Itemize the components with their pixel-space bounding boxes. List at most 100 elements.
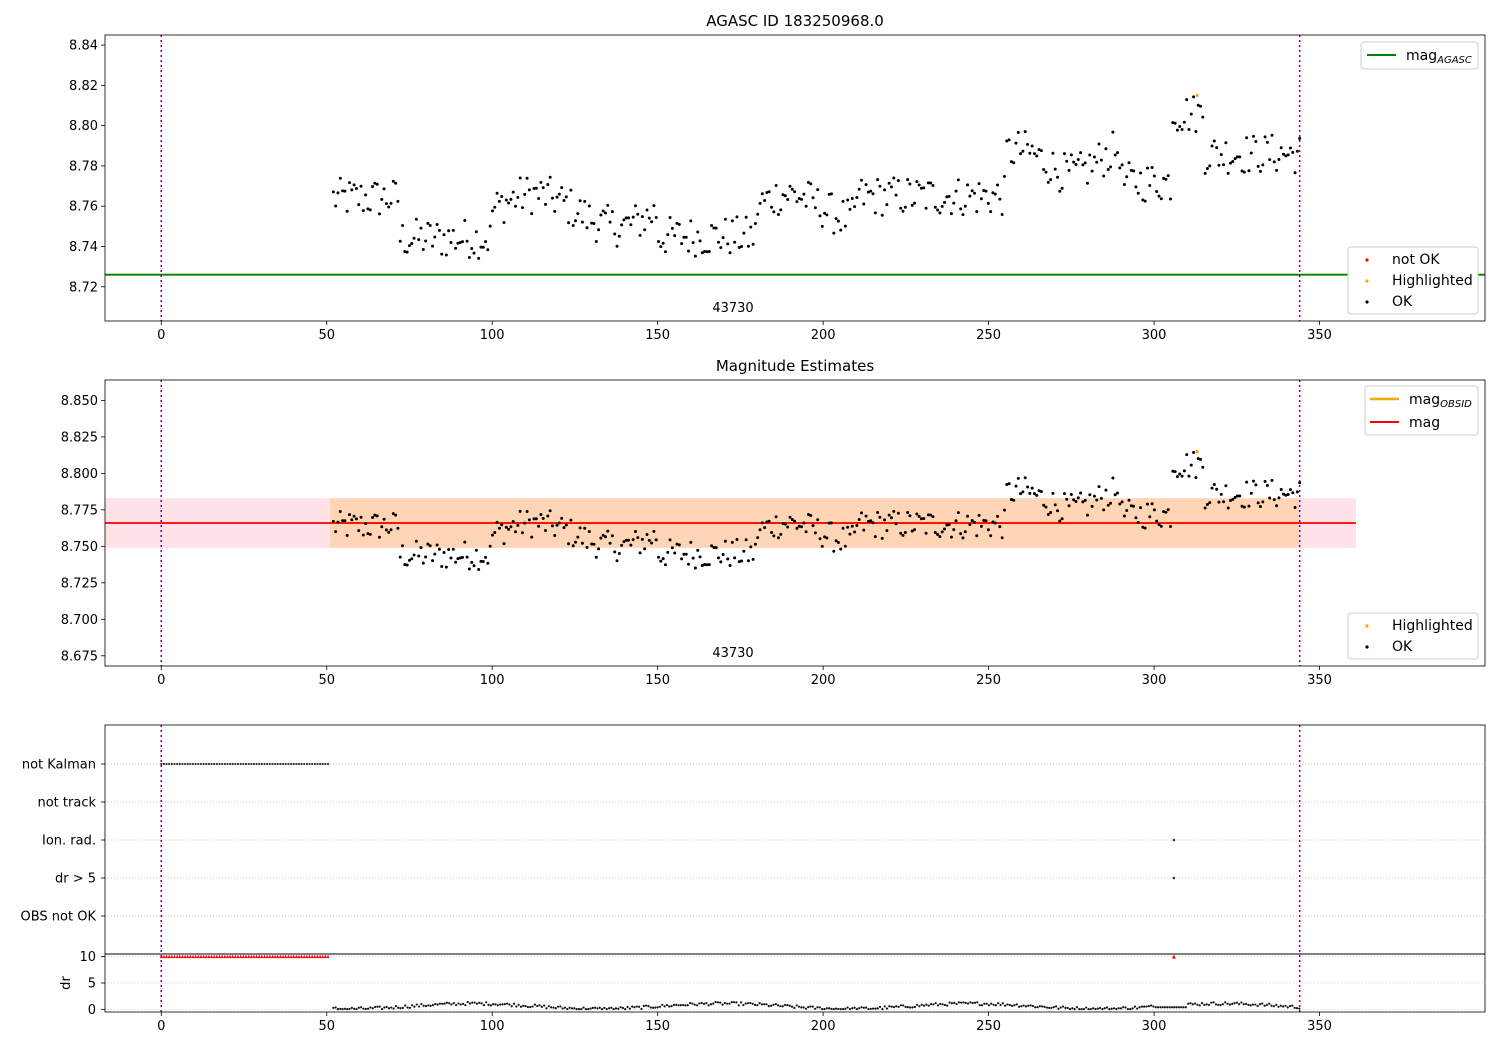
dr-point: [635, 1005, 638, 1008]
p1-ok-point: [394, 181, 398, 185]
p2-ok-point: [689, 540, 693, 544]
dr-point: [552, 1006, 555, 1009]
p1-ok-point: [663, 250, 667, 254]
p1-ok-point: [993, 192, 997, 196]
dr-clipped-marker: [255, 954, 259, 959]
dr-point: [626, 1005, 629, 1009]
p1-ok-point: [1065, 159, 1069, 163]
dr-clipped-marker: [308, 954, 312, 959]
p2-ok-point: [1002, 508, 1006, 512]
p1-ok-point: [811, 196, 815, 200]
p2-ok-point: [878, 515, 882, 519]
p2-ok-point: [1233, 495, 1237, 499]
p1-ok-point: [1279, 146, 1283, 150]
p1-ok-point: [592, 222, 596, 226]
p2-ok-point: [1148, 515, 1152, 519]
dr-point: [654, 1006, 657, 1009]
dr-point: [872, 1007, 875, 1010]
dr-point: [353, 1007, 356, 1010]
dr-point: [760, 1003, 764, 1006]
p2-ok-point: [610, 534, 614, 538]
p1-xtick-label: 150: [645, 328, 670, 343]
p1-ok-point: [1201, 115, 1205, 119]
dr-point: [777, 1004, 780, 1007]
p2-ok-point: [451, 547, 455, 551]
p1-ytick-label: 8.74: [69, 240, 98, 255]
legend-mid-highlighted-label: Highlighted: [1392, 618, 1473, 634]
p2-ok-point: [813, 531, 817, 535]
dr-point: [431, 1004, 435, 1007]
flag-point: [324, 762, 327, 766]
dr-point: [1182, 1006, 1185, 1009]
dr-point: [686, 1004, 689, 1007]
p2-ok-point: [721, 553, 725, 557]
p2-xtick-label: 150: [645, 673, 670, 688]
dr-point: [726, 1002, 729, 1005]
dr-point: [512, 1002, 516, 1005]
p1-ok-point: [456, 241, 460, 245]
p1-ok-point: [726, 242, 730, 246]
p1-ok-point: [751, 242, 755, 246]
p1-ok-point: [1159, 197, 1163, 201]
dr-clipped-marker: [178, 954, 182, 959]
p1-ok-point: [463, 218, 467, 222]
p1-ok-point: [597, 228, 601, 232]
dr-point: [1177, 1006, 1180, 1009]
dr-point: [913, 1005, 916, 1009]
p2-ok-point: [620, 543, 624, 547]
p1-ok-point: [917, 183, 921, 187]
dr-point: [1004, 1004, 1007, 1007]
p1-ok-point: [1134, 185, 1138, 189]
p2-ok-point: [495, 520, 499, 524]
p1-ok-point: [1219, 153, 1223, 157]
dr-point: [964, 1001, 967, 1004]
p2-ok-point: [786, 525, 790, 529]
p2-ok-point: [1159, 524, 1163, 528]
dr-axis-label: dr: [59, 976, 74, 990]
p1-ok-point: [431, 244, 435, 248]
legend-mag-label: mag: [1409, 415, 1440, 431]
p1-ok-point: [1005, 139, 1009, 143]
dr-point: [1010, 1004, 1014, 1007]
p1-ok-point: [760, 192, 764, 196]
dr-point: [526, 1005, 530, 1009]
flag-point: [228, 762, 232, 766]
p2-ok-point: [991, 520, 995, 524]
p1-ok-point: [1014, 141, 1018, 145]
p1-ok-point: [972, 191, 976, 195]
dr-point: [420, 1002, 423, 1006]
p1-ok-point: [1092, 155, 1096, 159]
p1-ok-point: [707, 250, 711, 254]
p2-ok-point: [945, 523, 949, 527]
p2-ok-point: [1203, 506, 1207, 510]
dr-point: [797, 1005, 801, 1008]
dr-point: [348, 1007, 351, 1011]
flag-point: [258, 762, 261, 766]
p2-ok-point: [779, 532, 783, 536]
p2-ok-point: [885, 529, 889, 533]
p1-ok-point: [1245, 136, 1249, 140]
dr-point: [577, 1008, 580, 1011]
dr-point: [675, 1003, 678, 1006]
dr-clipped-marker: [321, 954, 325, 959]
p2-ok-point: [830, 521, 834, 525]
p2-ok-point: [793, 519, 797, 523]
p2-ok-point: [943, 527, 947, 531]
dr-point: [427, 1004, 430, 1007]
p2-ok-point: [426, 542, 430, 546]
dr-point: [614, 1007, 618, 1010]
dr-point: [1048, 1006, 1051, 1009]
dr-point: [890, 1005, 893, 1008]
dr-clipped-marker: [289, 954, 293, 959]
p1-ok-point: [908, 182, 912, 186]
p2-ok-point: [407, 558, 411, 562]
panel1-obsid-label: 43730: [712, 301, 753, 316]
p2-ok-point: [1051, 491, 1055, 495]
flag-point: [176, 762, 179, 766]
flag-point: [1172, 876, 1176, 880]
p1-ok-point: [848, 207, 852, 211]
p2-ok-point: [723, 539, 727, 543]
flag-point: [186, 762, 189, 766]
dr-point: [1180, 1006, 1183, 1009]
p1-ok-point: [1286, 153, 1290, 157]
